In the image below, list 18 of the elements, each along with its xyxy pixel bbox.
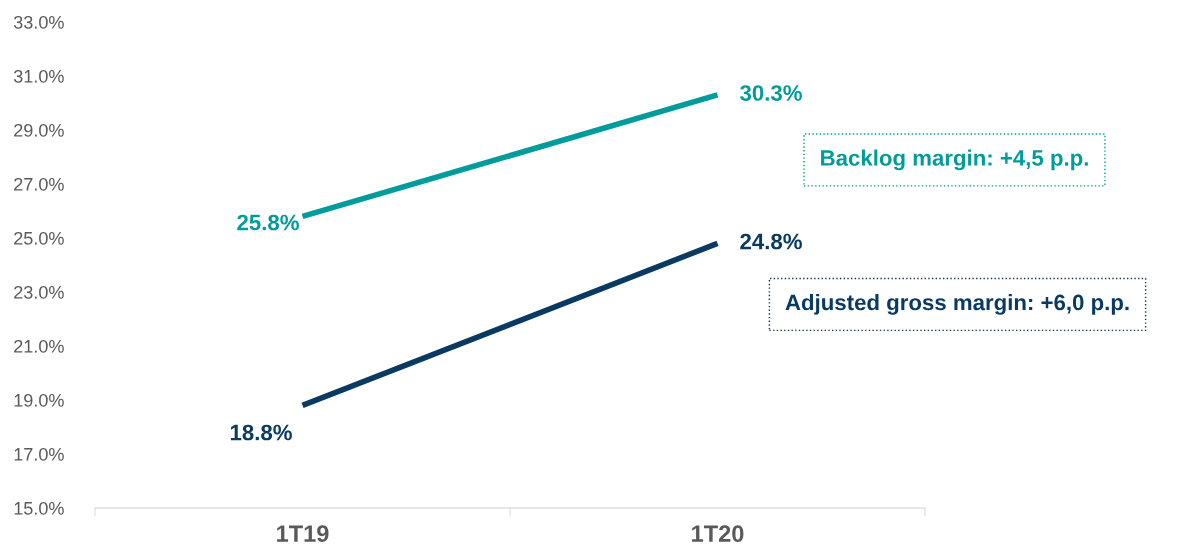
y-tick-label: 29.0% (14, 123, 64, 137)
x-tick-label: 1T20 (692, 525, 744, 543)
x-tick-label: 1T19 (277, 525, 329, 543)
y-tick-label: 15.0% (14, 501, 64, 515)
y-tick-label: 33.0% (13, 15, 64, 29)
annotation: Backlog margin: +4,5 p.p. (821, 149, 1088, 171)
y-tick-label: 21.0% (14, 339, 64, 353)
y-tick-label: 27.0% (14, 177, 64, 191)
y-tick-label: 17.0% (14, 447, 64, 461)
data-label: 18.8% (230, 424, 292, 441)
y-tick-label: 23.0% (14, 285, 64, 299)
data-label: 25.8% (237, 214, 299, 231)
data-label: 24.8% (740, 233, 802, 250)
y-tick-label: 25.0% (14, 231, 64, 245)
y-tick-label: 19.0% (14, 393, 64, 407)
data-label: 30.3% (740, 85, 802, 101)
annotation: Adjusted gross margin: +6,0 p.p. (785, 293, 1129, 315)
y-tick-label: 31.0% (13, 69, 64, 83)
